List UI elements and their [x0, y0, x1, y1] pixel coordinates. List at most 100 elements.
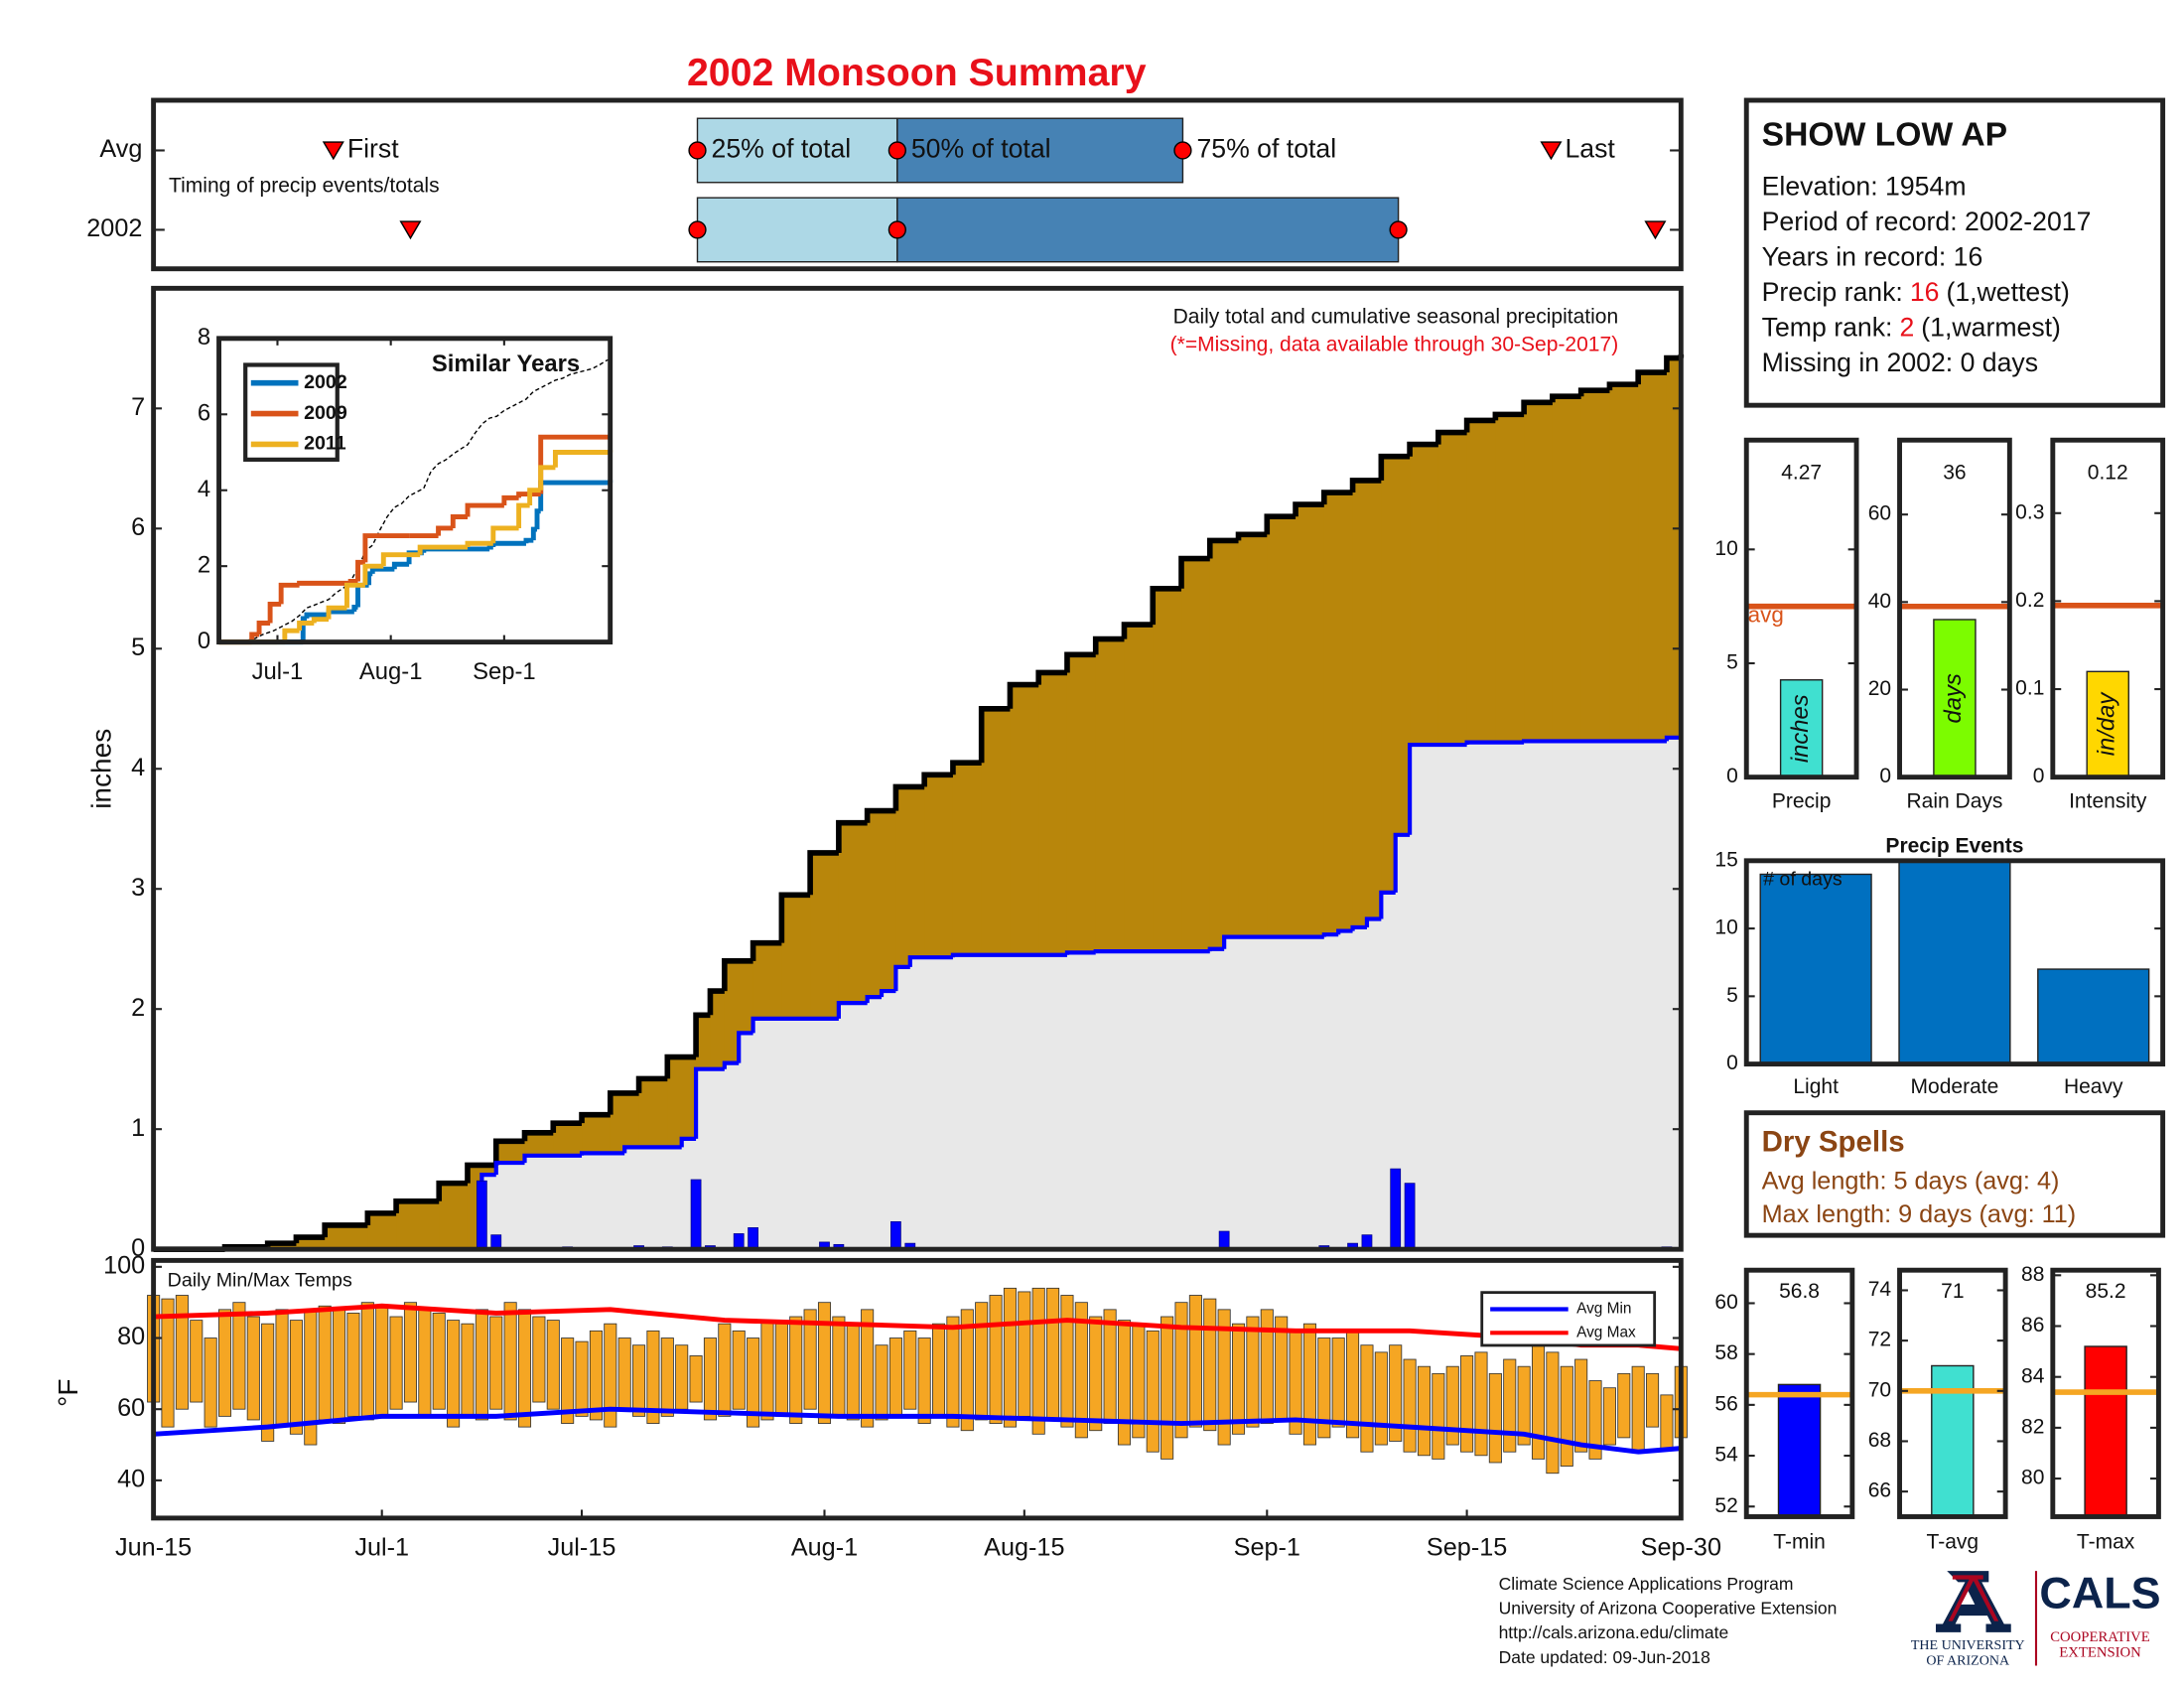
cumulative-area — [895, 966, 911, 1250]
cumulative-area — [296, 1237, 326, 1250]
cumulative-line — [1178, 555, 1210, 589]
year-line — [347, 579, 358, 584]
panel-frame — [1743, 1110, 2166, 1238]
temp-bar — [1374, 1351, 1388, 1446]
temp-bar — [318, 1305, 332, 1421]
quartile-box — [696, 197, 898, 263]
y-tick-label: 10 — [1714, 916, 1737, 939]
cumulative-area — [1366, 918, 1383, 1250]
cumulative-line — [1264, 513, 1297, 535]
cumulative-area — [952, 954, 1068, 1250]
cumulative-area — [1338, 930, 1354, 1250]
cumulative-line — [1092, 635, 1125, 655]
y-tick-label: 72 — [1868, 1329, 1891, 1351]
cumulative-area — [1466, 742, 1525, 1250]
stat-bar — [2084, 1345, 2127, 1518]
temp-bar — [1074, 1302, 1088, 1439]
temp-bar — [946, 1316, 960, 1428]
year-line — [417, 544, 469, 555]
cumulative-line — [436, 1180, 468, 1201]
temp-bar — [190, 1320, 204, 1403]
annotation: Daily total and cumulative seasonal prec… — [1173, 305, 1619, 328]
y-tick-label: 0 — [1879, 765, 1891, 787]
cumulative-area — [882, 991, 897, 1250]
cumulative-area — [439, 1183, 469, 1250]
cumulative-area — [396, 1200, 440, 1250]
temp-bar — [975, 1302, 989, 1421]
rank-label: Precip rank: — [1762, 277, 1903, 307]
annotation: # of days — [1763, 869, 1843, 891]
y-tick-label: 4 — [198, 476, 210, 502]
temp-bar — [1588, 1380, 1602, 1460]
temp-bar — [418, 1309, 432, 1417]
cumulative-line — [579, 1151, 625, 1156]
dry-line: Avg length: 5 days (avg: 4) — [1762, 1168, 2060, 1196]
logo-a-inner — [1948, 1575, 1999, 1621]
cumulative-line — [1364, 916, 1382, 927]
cumulative-area — [1395, 834, 1411, 1250]
x-tick-label: Jul-1 — [252, 658, 304, 685]
inset-title: Similar Years — [432, 351, 580, 377]
dry-line: Max length: 9 days (avg: 11) — [1762, 1200, 2077, 1228]
cumulative-area — [267, 1243, 298, 1250]
cumulative-area — [838, 1003, 869, 1250]
temp-bar — [360, 1302, 374, 1421]
footer-line: Date updated: 09-Jun-2018 — [1499, 1647, 1710, 1667]
cumulative-line — [907, 955, 953, 967]
temp-bar — [1203, 1298, 1217, 1432]
event-marker — [1644, 220, 1667, 240]
year-line — [523, 537, 534, 544]
temp-bar — [703, 1337, 717, 1421]
daily-bar — [476, 1180, 487, 1250]
y-tick-label: 80 — [2021, 1467, 2044, 1489]
temp-bar — [1432, 1372, 1445, 1460]
x-tick-label: Aug-1 — [359, 658, 423, 685]
cumulative-line — [879, 988, 896, 998]
temp-bar — [1174, 1302, 1188, 1439]
cumulative-area — [582, 1153, 625, 1250]
temp-bar — [346, 1313, 360, 1417]
x-tick-label: Sep-1 — [1234, 1533, 1300, 1561]
temp-bar — [1146, 1330, 1160, 1453]
stat-bar — [1777, 1383, 1822, 1518]
temp-bar — [546, 1320, 560, 1410]
cumulative-area — [624, 1147, 683, 1250]
cumulative-line — [1064, 651, 1096, 673]
cumulative-area — [325, 1224, 369, 1250]
cumulative-line — [465, 1162, 496, 1184]
rank-note: (1,wettest) — [1946, 277, 2069, 307]
cumulative-line — [293, 1234, 326, 1244]
cumulative-line — [807, 850, 839, 896]
temp-bar — [389, 1316, 403, 1410]
temp-bar — [846, 1323, 860, 1421]
annotation: Timing of precip events/totals — [169, 175, 440, 198]
category-label: T-max — [2077, 1531, 2135, 1554]
temp-bar — [1160, 1316, 1174, 1460]
cumulative-line — [1150, 585, 1182, 626]
temp-bar — [1031, 1287, 1045, 1435]
station-line: Elevation: 1954m — [1762, 171, 1967, 201]
cumulative-line — [1222, 934, 1324, 949]
temp-bar — [1602, 1387, 1616, 1446]
x-tick-label: Sep-30 — [1641, 1533, 1721, 1561]
year-line — [450, 514, 469, 528]
cumulative-line — [622, 1145, 682, 1154]
cumulative-line — [1464, 740, 1525, 746]
year-line — [311, 617, 330, 624]
cumulative-line — [521, 1130, 554, 1142]
category-label: Rain Days — [1906, 789, 2002, 812]
temp-bar — [789, 1316, 803, 1424]
year-line — [486, 544, 493, 550]
footer-line: University of Arizona Cooperative Extens… — [1499, 1599, 1838, 1618]
cumulative-line — [493, 1160, 525, 1176]
y-tick-label: 60 — [1868, 502, 1891, 525]
y-tick-label: 0.2 — [2015, 589, 2044, 612]
quartile-marker — [1173, 141, 1192, 160]
marker-label: First — [347, 134, 399, 164]
temp-bar — [1089, 1316, 1103, 1432]
legend-label: 2011 — [304, 433, 346, 455]
year-line — [436, 525, 454, 536]
cumulative-line — [522, 1153, 583, 1164]
cumulative-line — [1635, 369, 1667, 385]
cumulative-line — [836, 1001, 868, 1019]
